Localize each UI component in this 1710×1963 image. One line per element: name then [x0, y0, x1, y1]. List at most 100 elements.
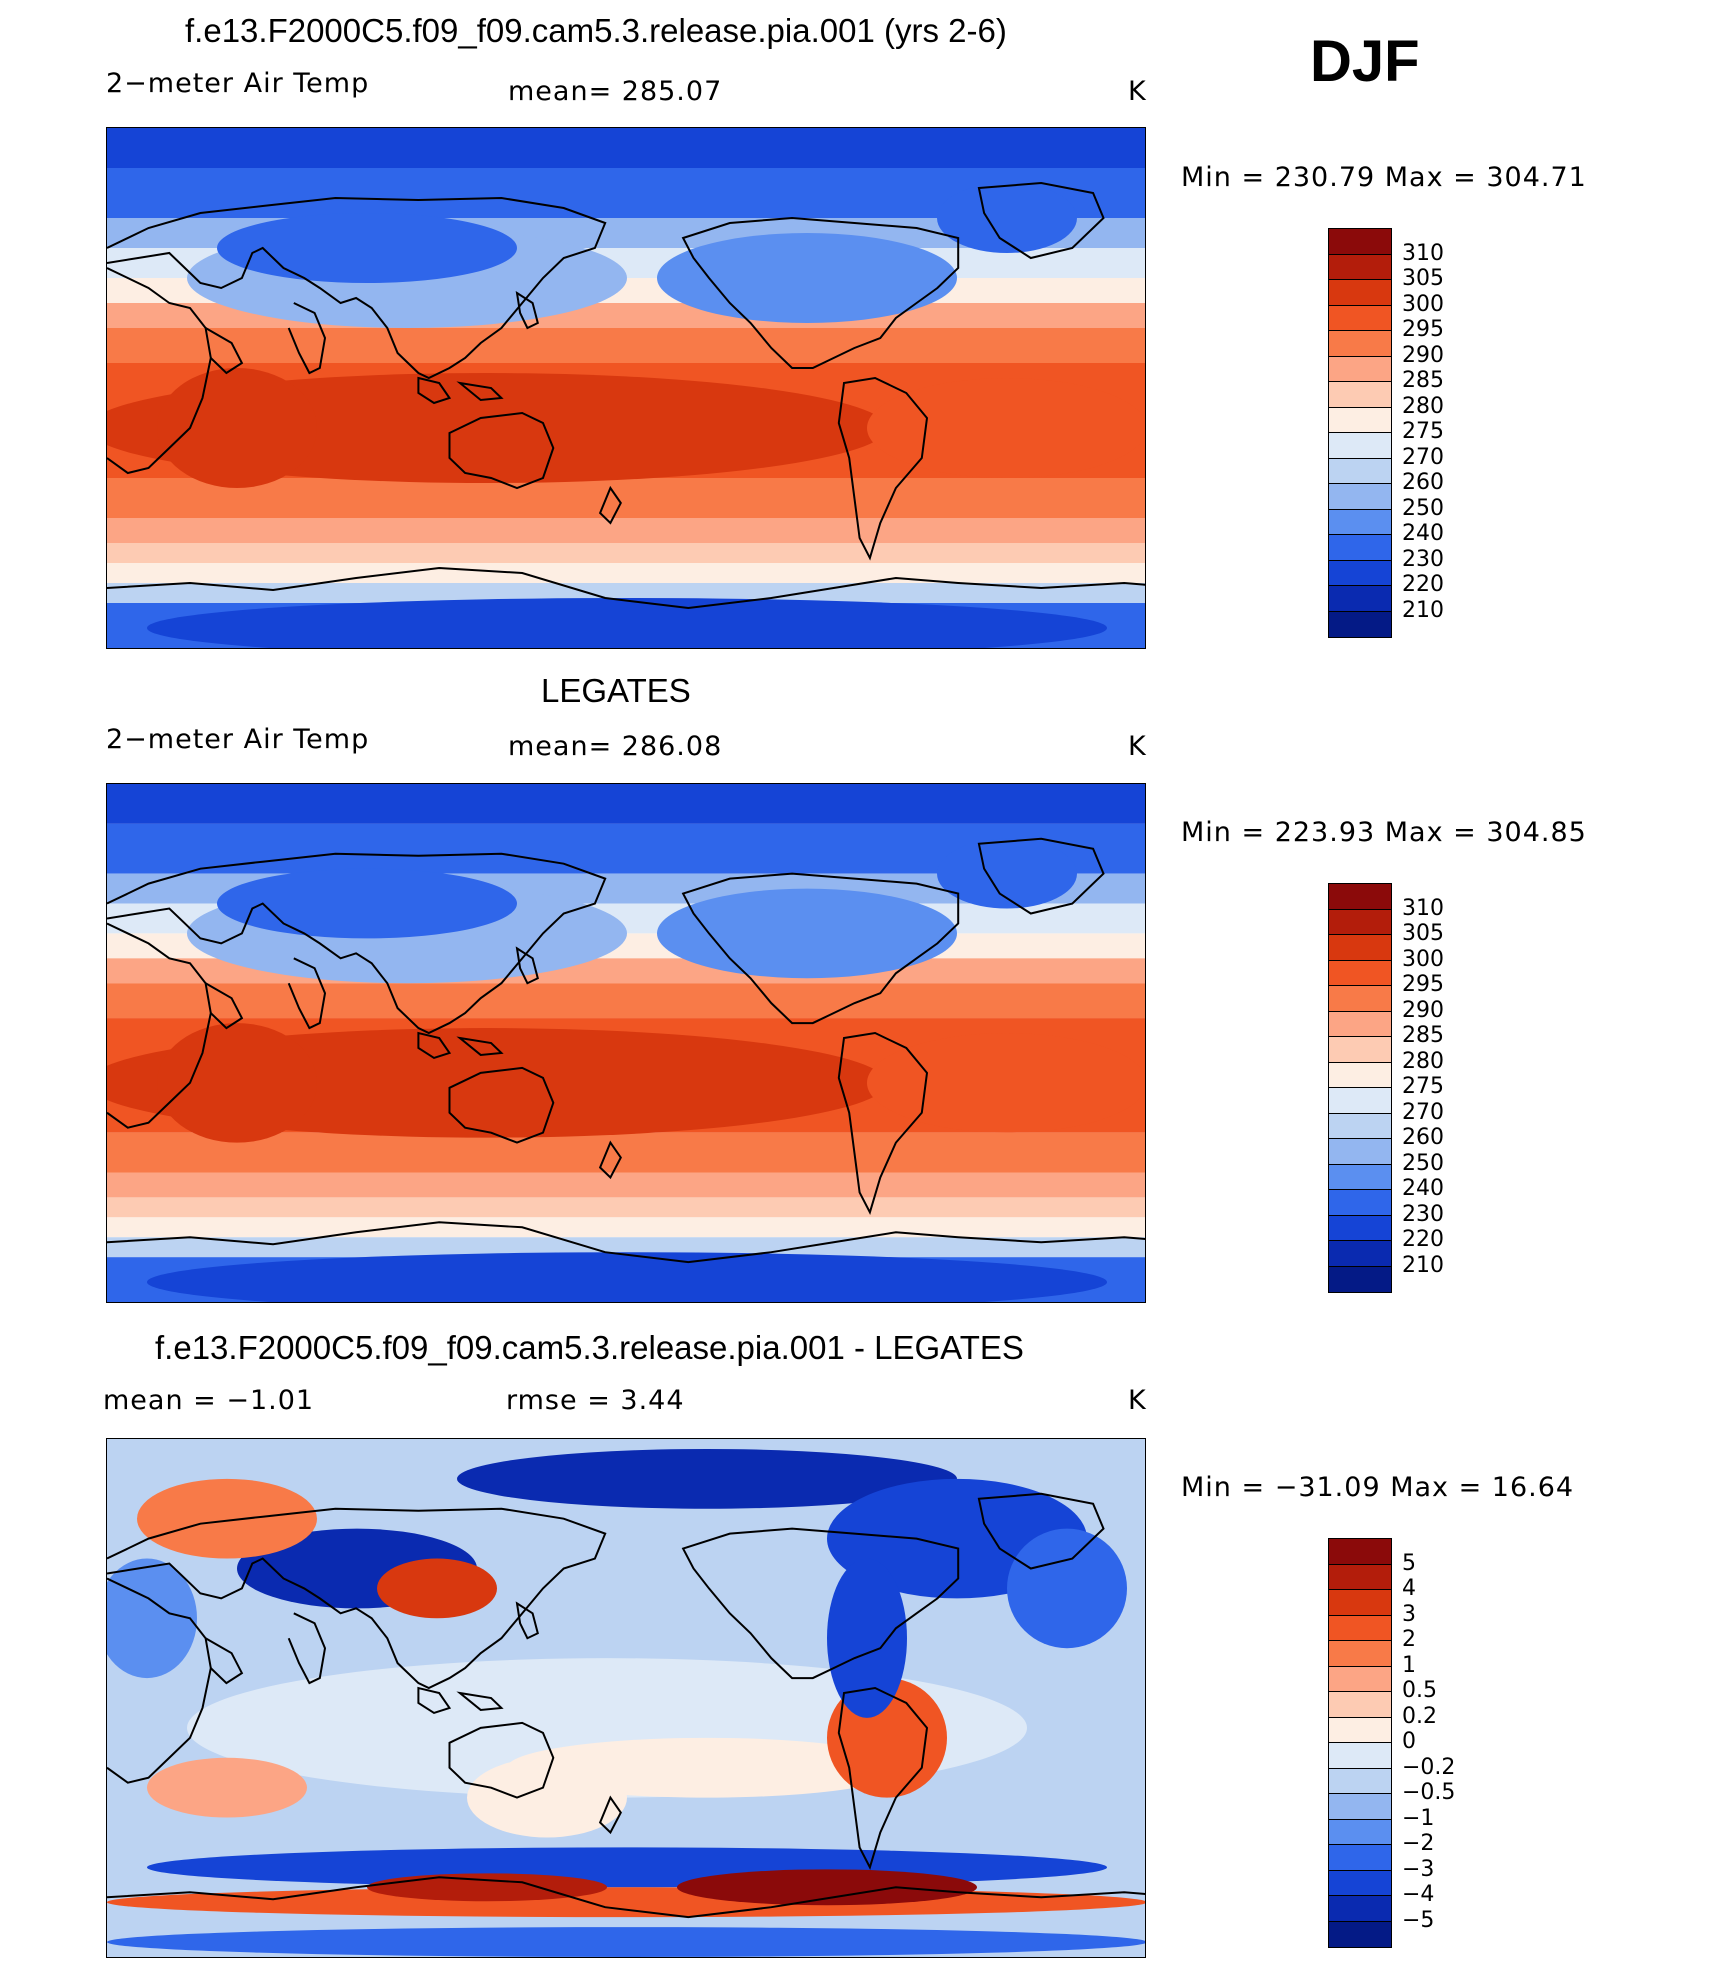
colorbar-tick-label: 280 — [1402, 1048, 1444, 1074]
panel-3-units-label: K — [1128, 1385, 1147, 1416]
panel-1-map — [106, 127, 1146, 649]
field-patch — [657, 233, 957, 323]
colorbar-tick-label: 285 — [1402, 368, 1444, 393]
colorbar-tick-label: 230 — [1402, 546, 1444, 572]
colorbar-swatch — [1329, 1011, 1391, 1037]
colorbar-swatch — [1329, 535, 1391, 561]
colorbar-swatch — [1329, 1241, 1391, 1267]
coastline — [448, 1066, 555, 1144]
colorbar-swatch — [1329, 1590, 1391, 1616]
colorbar-tick-label: −2 — [1402, 1831, 1435, 1856]
coastline — [837, 1687, 929, 1871]
colorbar-tick-label: 260 — [1402, 470, 1444, 495]
coastline — [456, 381, 504, 402]
panel-3-rmse-label: rmse = 3.44 — [506, 1385, 685, 1416]
field-cell — [107, 1197, 1145, 1218]
colorbar-swatch — [1329, 1037, 1391, 1063]
field-cell — [107, 1217, 1145, 1238]
colorbar-tick-label: 250 — [1402, 495, 1444, 521]
panel-2-variable-label: 2−meter Air Temp — [106, 724, 370, 755]
coastline — [107, 922, 212, 1129]
field-patch — [147, 598, 1107, 648]
colorbar-swatch — [1329, 1717, 1391, 1743]
colorbar-swatch — [1329, 1845, 1391, 1871]
colorbar-swatch — [1329, 1921, 1391, 1947]
colorbar-tick-label: 295 — [1402, 972, 1444, 997]
colorbar-swatch — [1329, 1539, 1391, 1565]
coastline — [107, 196, 607, 380]
coastline — [977, 181, 1105, 260]
coastline — [598, 1140, 622, 1180]
coastline — [107, 1876, 1145, 1919]
colorbar-swatch — [1329, 611, 1391, 637]
colorbar-swatch — [1329, 254, 1391, 280]
colorbar-tick-label: 310 — [1402, 240, 1444, 266]
colorbar-tick-label: 260 — [1402, 1125, 1444, 1150]
colorbar-tick-label: −4 — [1402, 1882, 1435, 1907]
colorbar-swatch — [1329, 1139, 1391, 1165]
coastline — [456, 1691, 504, 1711]
colorbar-swatch — [1329, 382, 1391, 408]
colorbar-swatch — [1329, 1743, 1391, 1769]
season-label: DJF — [1310, 29, 1420, 94]
coastline — [515, 946, 539, 985]
colorbar-tick-label: 270 — [1402, 444, 1444, 470]
colorbar-tick-label: 2 — [1402, 1627, 1416, 1652]
colorbar-swatch — [1329, 280, 1391, 306]
colorbar-tick-label: −5 — [1402, 1907, 1435, 1933]
coastline — [107, 1221, 1145, 1264]
panel-3-minmax: Min = −31.09 Max = 16.64 — [1181, 1472, 1575, 1503]
panel-2-minmax: Min = 223.93 Max = 304.85 — [1181, 817, 1587, 848]
colorbar-swatch — [1329, 433, 1391, 459]
coastline — [837, 1032, 929, 1216]
coastline — [448, 411, 555, 490]
colorbar-tick-label: 240 — [1402, 1176, 1444, 1201]
field-patch — [467, 1757, 627, 1838]
field-patch — [107, 1927, 1145, 1957]
coastline — [681, 216, 960, 369]
panel-1-variable-label: 2−meter Air Temp — [106, 68, 370, 99]
colorbar-tick-label: 270 — [1402, 1099, 1444, 1125]
colorbar-swatch — [1329, 1564, 1391, 1590]
colorbar-swatch — [1329, 909, 1391, 935]
coastline — [977, 837, 1105, 915]
colorbar-tick-label: −3 — [1402, 1856, 1435, 1882]
field-patch — [377, 1558, 497, 1619]
colorbar-tick-label: 240 — [1402, 521, 1444, 546]
coastline — [205, 1637, 244, 1685]
coastline — [456, 1036, 504, 1056]
colorbar-tick-label: 295 — [1402, 317, 1444, 342]
coastline — [837, 376, 929, 561]
colorbar-tick-label: 210 — [1402, 597, 1444, 623]
panel-3-map — [106, 1438, 1146, 1958]
coastline — [107, 852, 607, 1035]
panel-1-colorbar — [1328, 228, 1392, 638]
panel-3-title: f.e13.F2000C5.f09_f09.cam5.3.release.pia… — [155, 1329, 1024, 1366]
field-patch — [827, 1558, 907, 1718]
colorbar-tick-label: 305 — [1402, 921, 1444, 946]
colorbar-swatch — [1329, 1870, 1391, 1896]
colorbar-tick-label: 5 — [1402, 1550, 1416, 1576]
field-patch — [157, 368, 317, 488]
panel-2-colorbar — [1328, 883, 1392, 1293]
field-patch — [147, 1757, 307, 1818]
colorbar-tick-label: 310 — [1402, 895, 1444, 921]
panel-3-map-svg — [107, 1439, 1145, 1957]
coastline — [681, 1527, 960, 1680]
coastline — [417, 1031, 452, 1060]
field-cell — [107, 328, 1145, 363]
field-patch — [1007, 1528, 1127, 1649]
field-cell — [107, 983, 1145, 1019]
colorbar-swatch — [1329, 1113, 1391, 1139]
coastline — [287, 302, 327, 375]
panel-2-units-label: K — [1128, 731, 1147, 762]
field-patch — [937, 838, 1077, 909]
panel-1-minmax: Min = 230.79 Max = 304.71 — [1181, 162, 1587, 193]
colorbar-swatch — [1329, 935, 1391, 961]
colorbar-tick-label: 1 — [1402, 1652, 1416, 1678]
panel-2-map-svg — [107, 784, 1145, 1302]
field-patch — [677, 1869, 977, 1906]
colorbar-swatch — [1329, 1190, 1391, 1216]
coastline — [598, 1795, 622, 1835]
colorbar-tick-label: 300 — [1402, 291, 1444, 317]
